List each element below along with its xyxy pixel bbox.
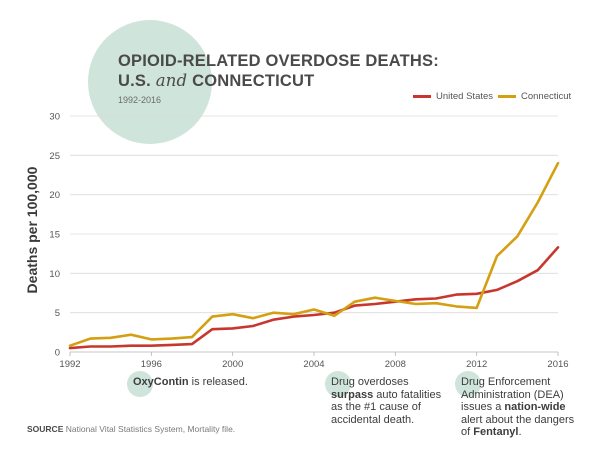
- annotation-dea-bold2: Fentanyl: [473, 426, 519, 438]
- annotation-dot: [325, 371, 351, 397]
- y-tick-label-20: 20: [49, 190, 60, 201]
- legend-label-us: United States: [436, 91, 494, 102]
- annotation-drug-overdoses: Drug overdoses surpass auto fatalities a…: [325, 371, 441, 426]
- annotation-dea-bold: nation-wide: [504, 401, 566, 413]
- legend-swatch-us: [413, 95, 431, 98]
- annotation-drug-line4: accidental death.: [331, 413, 415, 426]
- x-tick-label-2012: 2012: [466, 359, 487, 370]
- annotation-oxycontin-bold: OxyContin: [133, 376, 189, 388]
- x-tick-label-2008: 2008: [385, 359, 406, 370]
- x-tick-label-2004: 2004: [303, 359, 324, 370]
- legend-label-ct: Connecticut: [521, 91, 572, 102]
- annotation-oxycontin: OxyContin is released.: [127, 371, 248, 397]
- annotation-dea-end: .: [518, 426, 522, 438]
- annotation-dot: [127, 371, 153, 397]
- annotation-drug-line2-rest: auto fatalities: [373, 388, 442, 401]
- annotation-drug-line2: surpass auto fatalities: [331, 389, 441, 402]
- legend-item-us: United States: [413, 91, 493, 102]
- annotation-drug-bold: surpass: [331, 388, 374, 401]
- annotation-dea-line3-text: issues a: [461, 401, 505, 413]
- title-and: and: [155, 71, 188, 90]
- series-lines: [68, 161, 560, 350]
- grid-lines: [69, 115, 559, 356]
- title-us: U.S.: [118, 72, 151, 90]
- y-tick-labels: 0 5 10 15 20 25 30: [49, 112, 60, 359]
- series-line-connecticut: [68, 161, 560, 348]
- annotation-dot: [455, 371, 481, 397]
- chart-subtitle: 1992-2016: [118, 95, 162, 105]
- y-tick-label-0: 0: [55, 348, 60, 359]
- y-tick-label-30: 30: [49, 112, 60, 123]
- title-line-2: U.S. and CONNECTICUT: [118, 71, 439, 91]
- legend-swatch-ct: [498, 95, 516, 98]
- y-tick-label-10: 10: [49, 269, 60, 280]
- source-label: SOURCE: [27, 424, 64, 434]
- annotation-oxycontin-rest: is released.: [188, 376, 248, 388]
- annotation-drug-line1: Drug overdoses: [331, 376, 409, 388]
- chart-title: OPIOID-RELATED OVERDOSE DEATHS: U.S. and…: [118, 52, 439, 91]
- x-tick-label-2000: 2000: [222, 359, 243, 370]
- source-text: National Vital Statistics System, Mortal…: [63, 424, 236, 434]
- annotation-dea-line2: Administration (DEA): [461, 388, 564, 401]
- y-tick-label-5: 5: [55, 308, 60, 319]
- annotation-dea: Drug Enforcement Administration (DEA) is…: [455, 371, 575, 439]
- y-tick-label-15: 15: [49, 230, 60, 241]
- annotation-dea-line5: of Fentanyl.: [461, 426, 574, 439]
- series-line-united-states: [68, 246, 560, 350]
- source-note: SOURCE National Vital Statistics System,…: [27, 424, 235, 434]
- annotation-dea-line4: alert about the dangers: [461, 413, 575, 426]
- annotation-dea-line1: Drug Enforcement: [461, 376, 551, 388]
- x-tick-labels: 1992 1996 2000 2004 2008 2012 2016: [59, 359, 568, 370]
- annotation-drug-line3: as the #1 cause of: [331, 401, 421, 413]
- title-background-circle: [88, 20, 212, 144]
- y-tick-label-25: 25: [49, 151, 60, 162]
- x-tick-label-1996: 1996: [141, 359, 162, 370]
- title-line-1: OPIOID-RELATED OVERDOSE DEATHS:: [118, 52, 439, 70]
- legend-item-ct: Connecticut: [498, 91, 571, 102]
- x-tick-label-2016: 2016: [547, 359, 568, 370]
- annotation-dea-line3: issues a nation-wide: [461, 401, 574, 414]
- annotation-dea-line5-text: of: [461, 426, 474, 438]
- title-ct: CONNECTICUT: [192, 72, 315, 90]
- x-tick-label-1992: 1992: [59, 359, 80, 370]
